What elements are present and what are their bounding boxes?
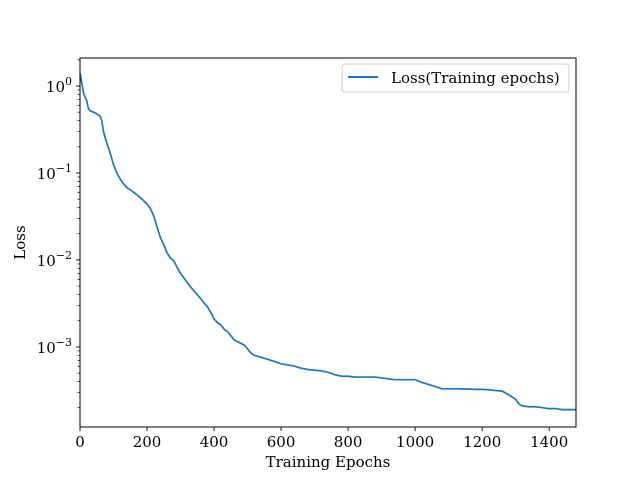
x-tick-label: 1200	[463, 433, 501, 451]
y-axis-label: Loss	[11, 225, 29, 259]
x-tick-label: 1000	[396, 433, 434, 451]
series-line-0	[79, 73, 576, 411]
x-tick-label: 800	[334, 433, 363, 451]
y-tick-label-base: 10	[46, 78, 65, 96]
y-tick-label-base: 10	[37, 339, 56, 357]
y-tick-label-base: 10	[37, 252, 56, 270]
y-tick-label-exponent: −1	[56, 162, 72, 175]
y-tick-label-exponent: −2	[56, 249, 72, 262]
legend: Loss(Training epochs)	[341, 63, 570, 93]
x-tick-label: 1400	[530, 433, 568, 451]
y-tick-label-exponent: 0	[65, 75, 72, 88]
y-tick-label-base: 10	[37, 165, 56, 183]
y-tick-label-exponent: −3	[56, 336, 72, 349]
x-axis-label: Training Epochs	[266, 453, 391, 471]
series-layer	[79, 73, 576, 411]
x-tick-label: 400	[200, 433, 229, 451]
legend-entry-loss: Loss(Training epochs)	[391, 69, 560, 87]
legend-box	[341, 63, 570, 93]
x-tick-label: 600	[267, 433, 296, 451]
x-axis-ticks: 0 200 400 600 800 1000 1200 1400	[75, 427, 568, 451]
y-tick-label: 10−2	[37, 249, 72, 270]
y-tick-label: 10−1	[37, 162, 72, 183]
plot-frame	[79, 57, 577, 428]
y-tick-label: 10−3	[37, 336, 72, 357]
x-tick-label: 200	[133, 433, 162, 451]
x-tick-label: 0	[75, 433, 85, 451]
y-tick-label: 100	[46, 75, 72, 96]
